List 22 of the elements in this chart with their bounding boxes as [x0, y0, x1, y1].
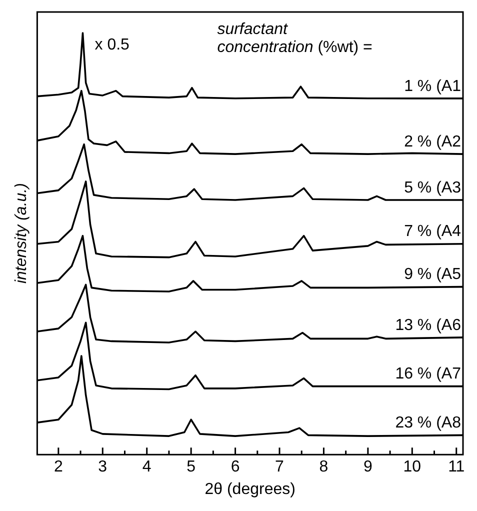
series-label: 13 % (A6: [395, 316, 462, 334]
x-tick-label: 7: [275, 458, 284, 476]
x-tick-label: 2: [54, 458, 63, 476]
x-axis-title: 2θ (degrees): [204, 480, 296, 498]
x-tick-label: 6: [230, 458, 240, 476]
x-tick-label: 11: [448, 458, 465, 476]
series-label: 7 % (A4: [404, 223, 462, 240]
x-tick-label: 9: [363, 458, 372, 476]
x-tick-label: 3: [98, 458, 108, 476]
x-tick-label: 4: [142, 458, 152, 476]
series-label: 2 % (A2: [404, 133, 462, 150]
x-tick-label: 10: [403, 458, 422, 476]
legend-title: surfactant concentration (%wt) =: [217, 21, 372, 56]
annotation: x 0.5: [94, 36, 130, 54]
series-label: 16 % (A7: [395, 366, 462, 383]
x-tick-label: 5: [186, 458, 196, 476]
series-label: 23 % (A8: [395, 414, 462, 432]
x-tick-label: 8: [319, 458, 328, 476]
series-label: 1 % (A1: [404, 78, 462, 95]
series-label: 5 % (A3: [404, 179, 462, 196]
y-axis-title: intensity (a.u.): [13, 183, 30, 284]
series-label: 9 % (A5: [404, 266, 462, 284]
